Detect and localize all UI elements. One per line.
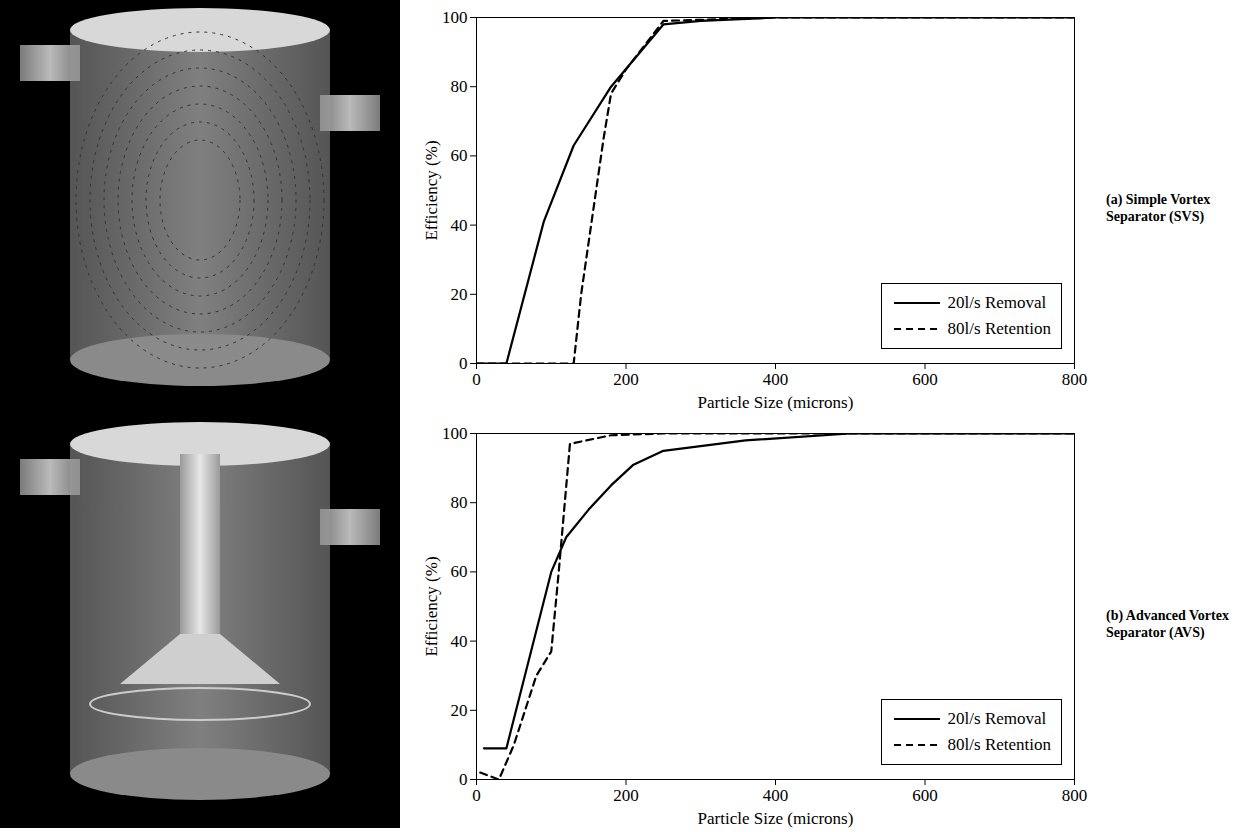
svg-text:40: 40: [451, 216, 468, 235]
html-text:80l/s Retention: 80l/s Retention: [947, 319, 1051, 338]
svg-text:800: 800: [1062, 786, 1088, 805]
svg-text:0: 0: [459, 354, 468, 373]
svg-text:80: 80: [451, 77, 468, 96]
svg-text:80: 80: [451, 493, 468, 512]
html-text:(b) Advanced Vortex Separator: (b) Advanced Vortex Separator (AVS): [1106, 608, 1229, 640]
svg-text:20: 20: [451, 285, 468, 304]
svg-text:Efficiency (%): Efficiency (%): [422, 140, 441, 240]
svg-text:400: 400: [763, 370, 789, 389]
svg-text:200: 200: [613, 786, 639, 805]
svg-text:Particle Size (microns): Particle Size (microns): [698, 393, 854, 412]
svg-text:600: 600: [912, 786, 938, 805]
svg-text:60: 60: [451, 562, 468, 581]
svg-text:0: 0: [472, 786, 481, 805]
svg-text:100: 100: [442, 8, 468, 27]
svg-text:400: 400: [763, 786, 789, 805]
html-text:80l/s Retention: 80l/s Retention: [947, 735, 1051, 754]
svg-text:60: 60: [451, 146, 468, 165]
html-text:(a) Simple Vortex Separator (S: (a) Simple Vortex Separator (SVS): [1106, 192, 1211, 224]
svg-text:Particle Size (microns): Particle Size (microns): [698, 809, 854, 828]
svg-text:0: 0: [472, 370, 481, 389]
svg-text:Efficiency (%): Efficiency (%): [422, 556, 441, 656]
html-text:20l/s Removal: 20l/s Removal: [947, 709, 1047, 728]
svg-text:800: 800: [1062, 370, 1088, 389]
svg-text:0: 0: [459, 770, 468, 789]
svg-text:20: 20: [451, 701, 468, 720]
html-text:20l/s Removal: 20l/s Removal: [947, 293, 1047, 312]
svg-text:600: 600: [912, 370, 938, 389]
svg-text:200: 200: [613, 370, 639, 389]
svg-text:100: 100: [442, 424, 468, 443]
svg-text:40: 40: [451, 632, 468, 651]
